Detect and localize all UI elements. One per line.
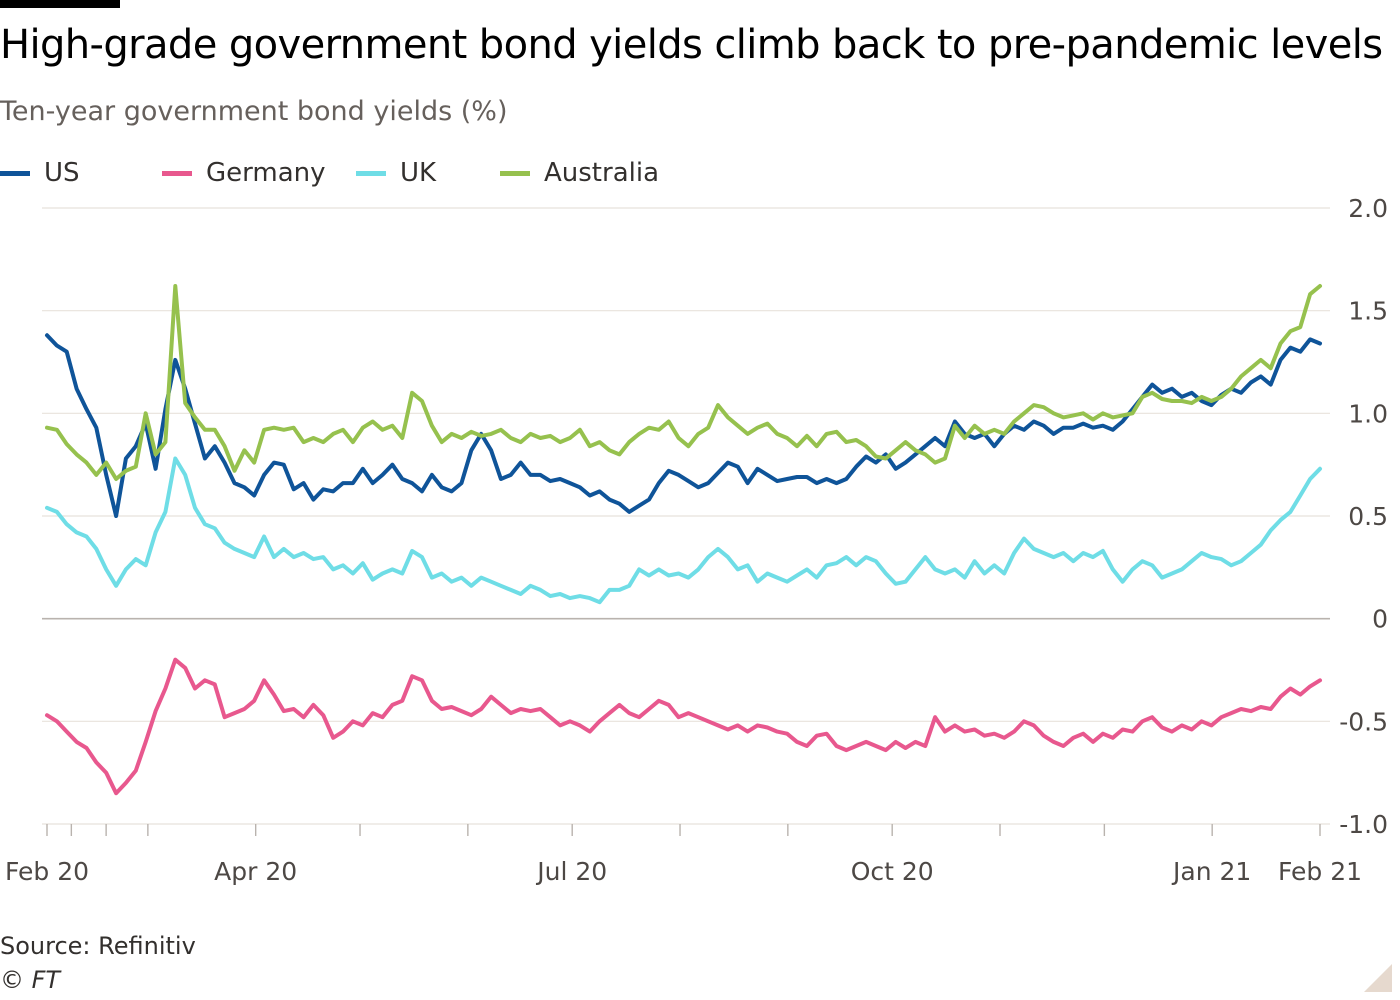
legend-label-australia: Australia	[544, 158, 660, 188]
copyright-note: © FT	[0, 966, 61, 994]
series-line-germany	[45, 657, 1322, 796]
legend-swatch-germany	[162, 170, 192, 176]
series-line-us	[45, 333, 1322, 518]
legend-swatch-uk	[356, 170, 386, 176]
legend-item-uk: UK	[356, 158, 436, 188]
y-tick-label: -0.5	[1339, 707, 1388, 736]
legend-item-australia: Australia	[500, 158, 659, 188]
y-tick-label: 2.0	[1348, 194, 1388, 223]
y-tick-label: 1.0	[1348, 399, 1388, 428]
x-tick-label: Jan 21	[1171, 857, 1251, 886]
legend-item-germany: Germany	[162, 158, 326, 188]
x-tick-label: Jul 20	[535, 857, 607, 886]
source-note: Source: Refinitiv	[0, 932, 196, 960]
corner-mark	[1364, 964, 1392, 992]
legend-label-germany: Germany	[206, 158, 326, 188]
y-tick-label: 1.5	[1348, 297, 1388, 326]
y-tick-label: 0	[1372, 605, 1388, 634]
chart-title: High-grade government bond yields climb …	[0, 22, 1383, 68]
legend-label-us: US	[44, 158, 80, 188]
y-tick-label: 0.5	[1348, 502, 1388, 531]
y-tick-label: -1.0	[1339, 810, 1388, 839]
legend-swatch-us	[0, 170, 30, 176]
chart-subtitle: Ten-year government bond yields (%)	[0, 96, 508, 127]
x-tick-label: Feb 21	[1278, 857, 1362, 886]
series-line-uk	[45, 456, 1322, 605]
legend-item-us: US	[0, 158, 80, 188]
x-tick-label: Apr 20	[214, 857, 297, 886]
series-line-australia	[45, 284, 1322, 481]
top-rule	[0, 0, 120, 8]
x-tick-label: Feb 20	[5, 857, 89, 886]
line-chart: 2.0 1.5 1.0 0.5 0 -0.5 -1.0 Feb 20 Apr 20 Jul 20 O…	[5, 194, 1388, 886]
legend-swatch-australia	[500, 170, 530, 176]
legend-label-uk: UK	[400, 158, 437, 188]
x-tick-label: Oct 20	[851, 857, 934, 886]
legend: US Germany UK Australia	[0, 158, 900, 192]
